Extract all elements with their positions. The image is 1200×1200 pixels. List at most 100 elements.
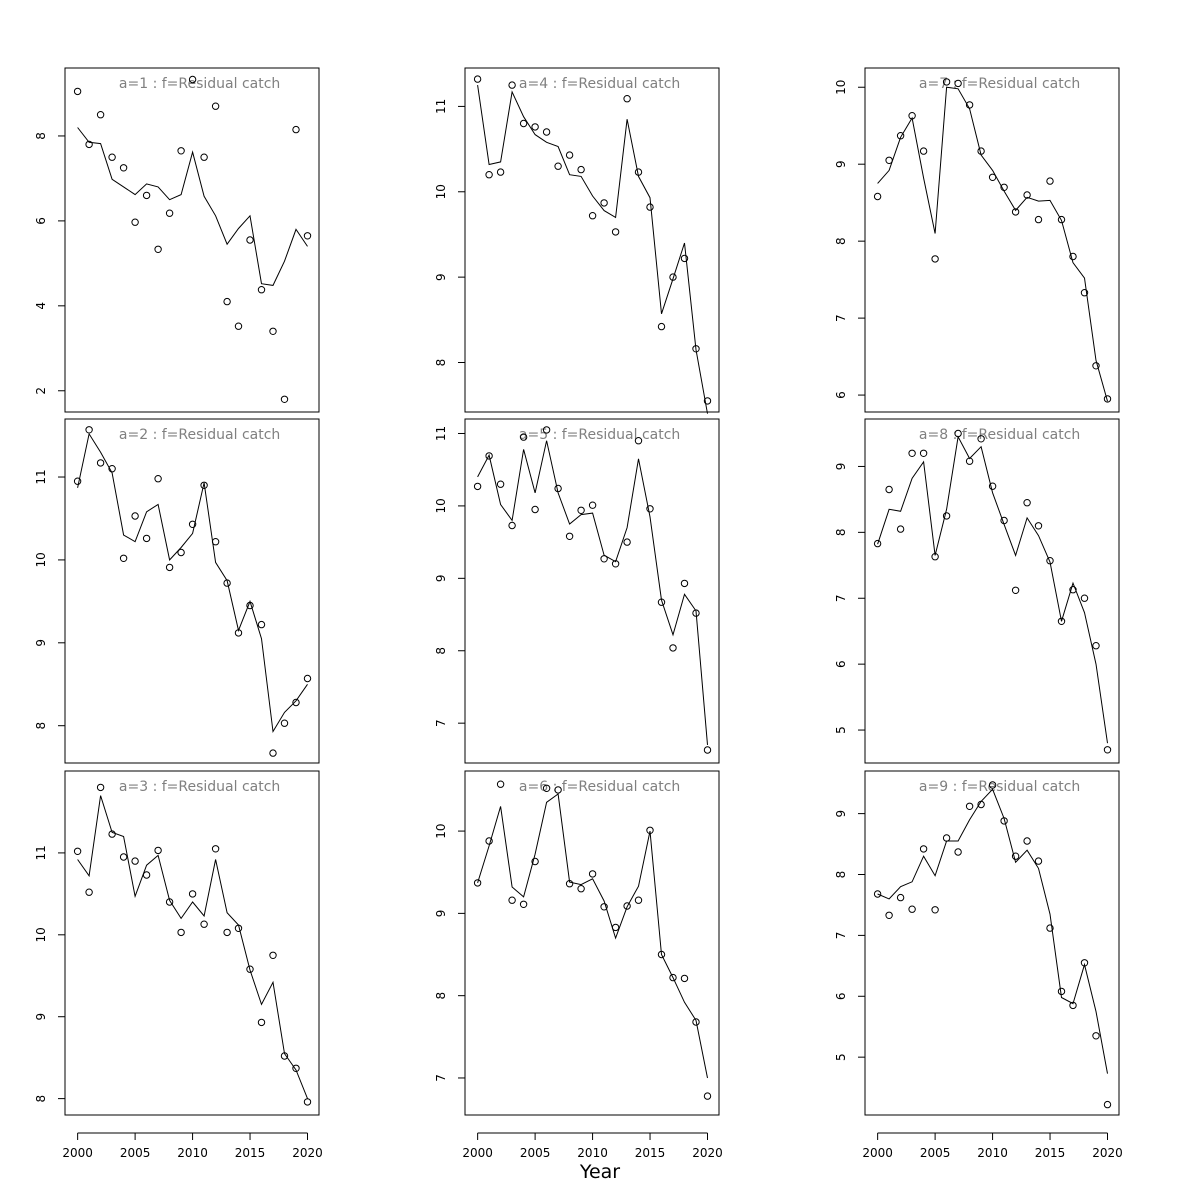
y-tick-label: 5 [834, 1053, 848, 1061]
observed-point [131, 857, 139, 865]
x-tick-label: 2000 [462, 1146, 493, 1160]
y-tick-label: 6 [34, 217, 48, 225]
fitted-line [77, 795, 308, 1099]
x-tick-label: 2000 [862, 1146, 893, 1160]
observed-point [1046, 177, 1054, 185]
observed-point [908, 449, 916, 457]
observed-point [280, 719, 289, 727]
y-tick-label: 10 [834, 80, 848, 95]
observed-point [680, 974, 689, 983]
observed-point [1092, 362, 1100, 370]
observed-point [634, 168, 643, 176]
x-tick-label: 2005 [120, 1146, 151, 1160]
observed-point [919, 449, 928, 457]
observed-point [292, 698, 300, 707]
observed-point [280, 395, 289, 403]
x-tick-label: 2015 [1035, 1146, 1066, 1160]
observed-point [988, 781, 997, 789]
observed-point [531, 123, 539, 131]
observed-point [211, 845, 220, 853]
x-tick-label: 2020 [292, 1146, 323, 1160]
observed-point [154, 245, 162, 254]
observed-point [292, 125, 300, 134]
observed-point [165, 209, 174, 217]
observed-point [680, 579, 689, 588]
observed-point [942, 512, 951, 520]
observed-point [931, 255, 939, 263]
observed-point [177, 548, 185, 557]
observed-point [485, 171, 493, 179]
y-tick-label: 8 [834, 237, 848, 245]
observed-point [873, 890, 882, 898]
y-tick-label: 8 [834, 529, 848, 537]
observed-point [257, 1018, 266, 1027]
observed-point [885, 156, 893, 165]
observed-point [223, 928, 231, 937]
observed-point [1080, 594, 1089, 602]
panel-title: a=3 : f=Residual catch [119, 779, 280, 795]
x-tick-label: 2005 [520, 1146, 551, 1160]
observed-point [1069, 252, 1077, 261]
observed-point [188, 520, 197, 528]
observed-point [577, 885, 585, 893]
observed-point [1046, 557, 1054, 565]
panel-frame [464, 67, 720, 413]
x-axes-group: 2000 2005 2010 2015 2020 2000 2005 2010 2015 2020… [62, 1132, 1123, 1160]
y-tick-label: 9 [834, 810, 848, 818]
observed-point [885, 911, 893, 919]
observed-point [634, 437, 643, 445]
observed-point [1057, 987, 1066, 996]
observed-point [1103, 1100, 1112, 1109]
observed-point [623, 538, 631, 546]
y-tick-label: 2 [34, 387, 48, 395]
y-tick-label: 9 [34, 639, 48, 647]
x-tick-label: 2010 [977, 1146, 1008, 1160]
observed-point [280, 1052, 289, 1060]
observed-point [646, 826, 654, 834]
observed-point [96, 111, 105, 119]
observed-point [965, 802, 974, 810]
x-tick-label: 2020 [1092, 1146, 1123, 1160]
y-tick-label: 5 [834, 726, 848, 734]
observed-point [269, 951, 277, 959]
y-tick-label: 10 [434, 823, 448, 838]
panel-title: a=7 : f=Residual catch [919, 76, 1080, 92]
y-tick-label: 8 [34, 722, 48, 730]
observed-point [177, 928, 185, 937]
observed-point [1092, 642, 1100, 650]
observed-point [1000, 817, 1008, 825]
observed-point [473, 75, 482, 83]
y-tick-label: 8 [434, 359, 448, 367]
observed-point [142, 534, 151, 543]
observed-point [1069, 586, 1077, 594]
fitted-line [77, 432, 308, 733]
observed-point [977, 435, 985, 443]
fitted-line [877, 788, 1108, 1074]
observed-point [1023, 837, 1031, 845]
panel-title: a=6 : f=Residual catch [519, 779, 680, 795]
observed-point [646, 203, 654, 211]
observed-point [223, 297, 231, 306]
y-tick-label: 8 [434, 647, 448, 655]
observed-point [669, 644, 677, 652]
panel-3: 8 9 10 11 a=3 : f=Residual catch [34, 770, 320, 1116]
observed-point [692, 1018, 700, 1026]
fitted-line [77, 127, 308, 286]
observed-point [565, 532, 574, 540]
y-tick-label: 10 [34, 552, 48, 567]
observed-point [531, 505, 539, 514]
observed-point [896, 893, 905, 902]
observed-point [211, 102, 220, 110]
panel-title: a=5 : f=Residual catch [519, 427, 680, 443]
observed-point [554, 162, 562, 170]
y-tick-label: 8 [34, 132, 48, 140]
observed-point [965, 101, 974, 109]
y-tick-label: 11 [34, 845, 48, 860]
y-tick-label: 6 [834, 660, 848, 668]
observed-point [634, 896, 643, 904]
x-tick-label: 2000 [62, 1146, 93, 1160]
fitted-line [477, 440, 708, 745]
observed-point [1069, 1001, 1077, 1010]
y-tick-label: 10 [434, 498, 448, 513]
observed-point [142, 191, 151, 200]
